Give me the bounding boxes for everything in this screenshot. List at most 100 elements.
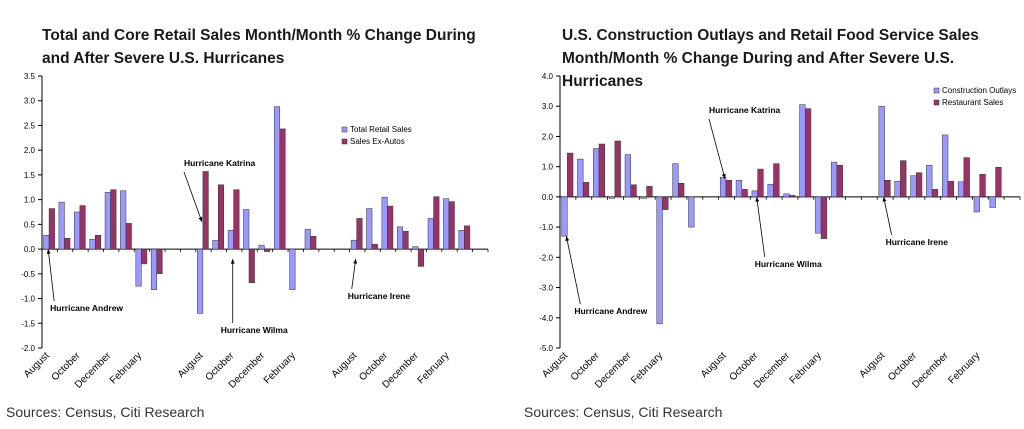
right-annotation-arrow [565, 236, 581, 305]
left-bar-chart: 3.5 3.0 2.5 2.0 1.5 1.0 0.5 0.0 -0.5 -1.0 -1.5 -2.0… [21, 72, 489, 391]
right-bar-s2 [900, 160, 907, 198]
left-bar-s1 [135, 248, 142, 287]
right-chart-title-line2: Month/Month % Change During and After Se… [562, 50, 955, 90]
right-x-tick-label: August [540, 350, 570, 380]
left-annotation-arrow [351, 258, 357, 290]
left-bar-s2 [110, 189, 117, 250]
right-legend-label: Restaurant Sales [942, 98, 1003, 107]
left-bar-s2 [264, 248, 271, 252]
left-y-tick-label: 2.5 [24, 121, 36, 130]
right-bar-s1 [688, 196, 695, 228]
right-annotation-arrowhead [882, 196, 887, 202]
left-bar-s1 [104, 191, 111, 250]
left-x-tick-label: August [22, 350, 52, 380]
left-annotation-arrowhead [353, 258, 358, 264]
left-y-tick-label: -1.0 [21, 295, 35, 304]
right-bar-s2 [789, 195, 796, 198]
left-bar-s1 [458, 230, 465, 250]
left-annotation-arrowhead [46, 249, 51, 254]
left-x-tick-label: February [262, 350, 298, 386]
right-bar-s2 [804, 108, 812, 198]
left-x-tick-label: February [108, 350, 144, 386]
right-bar-s1 [640, 196, 647, 199]
left-bar-s1 [227, 230, 234, 250]
right-chart-panel: U.S. Construction Outlays and Retail Foo… [512, 0, 1024, 429]
left-chart-panel: Total and Core Retail Sales Month/Month … [0, 0, 510, 429]
left-bar-s2 [79, 205, 86, 250]
left-bar-s1 [412, 246, 419, 250]
right-y-tick-label: -1.0 [539, 223, 553, 232]
left-bar-s1 [197, 248, 204, 314]
right-x-tick-label: August [699, 350, 729, 380]
left-bar-s1 [366, 208, 373, 250]
right-bar-s1 [830, 161, 838, 198]
right-bar-s2 [630, 184, 637, 198]
left-legend-label: Sales Ex-Autos [350, 137, 405, 146]
right-bar-s1 [957, 181, 965, 198]
left-y-tick-label: -2.0 [21, 344, 35, 353]
right-bar-s2 [995, 167, 1002, 198]
left-bar-s1 [43, 234, 50, 250]
right-bar-s2 [757, 168, 764, 198]
right-bar-s2 [646, 186, 653, 198]
right-bar-s1 [751, 190, 758, 198]
left-bar-s2 [356, 218, 363, 250]
right-bar-s1 [608, 196, 616, 199]
right-chart-title-line1: U.S. Construction Outlays and Retail Foo… [562, 27, 979, 44]
left-bar-s2 [464, 225, 471, 250]
left-y-tick-label: -0.5 [21, 270, 35, 279]
right-chart-source: Sources: Census, Citi Research [524, 404, 723, 420]
right-x-tick-label: February [629, 350, 665, 386]
right-annotation-label: Hurricane Andrew [574, 306, 647, 316]
left-bar-s2 [387, 205, 394, 250]
right-y-tick-label: 2.0 [542, 132, 554, 141]
right-y-tick-label: -4.0 [539, 314, 553, 323]
left-bar-s1 [397, 226, 404, 250]
right-bar-s1 [926, 164, 933, 198]
right-bar-s1 [894, 180, 901, 198]
right-y-tick-label: 0.0 [542, 193, 554, 202]
right-bar-s1 [989, 196, 996, 208]
right-bar-s2 [725, 180, 732, 198]
right-y-tick-label: -2.0 [539, 253, 553, 262]
left-legend-swatch [341, 126, 348, 133]
right-bar-s2 [741, 189, 748, 198]
left-bar-s1 [212, 239, 219, 250]
right-annotation-label: Hurricane Katrina [709, 105, 781, 115]
right-bar-s1 [767, 183, 774, 198]
left-bar-s1 [74, 211, 81, 250]
left-chart-title: Total and Core Retail Sales Month/Month … [42, 24, 476, 70]
right-bar-s1 [577, 158, 584, 198]
right-bar-chart: 4.03.02.01.00.0-1.0-2.0-3.0-4.0-5.0Augus… [539, 72, 1021, 391]
left-bar-s2 [402, 231, 409, 250]
right-bar-s2 [773, 163, 780, 198]
right-chart-title: U.S. Construction Outlays and Retail Foo… [562, 24, 1024, 93]
right-bar-s1 [910, 175, 917, 198]
left-bar-s2 [125, 223, 132, 250]
left-annotation-arrow [47, 249, 55, 302]
left-bar-s2 [202, 171, 209, 250]
left-annotation-arrowhead [198, 216, 203, 222]
right-annotation-arrow [756, 196, 766, 257]
right-annotation-arrow [708, 118, 726, 179]
right-legend-swatch [933, 87, 940, 94]
right-y-tick-label: -3.0 [539, 284, 553, 293]
right-bar-s2 [614, 140, 621, 198]
left-x-tick-label: August [330, 350, 360, 380]
left-legend-swatch [341, 138, 348, 145]
right-bar-s1 [735, 180, 743, 198]
right-bar-s2 [567, 152, 574, 198]
left-bar-s1 [258, 244, 265, 250]
right-annotation-label: Hurricane Irene [886, 237, 949, 247]
right-x-tick-label: February [788, 350, 824, 386]
left-annotation-label: Hurricane Wilma [221, 325, 288, 335]
right-bar-s1 [815, 196, 822, 234]
right-bar-s1 [878, 105, 885, 198]
left-bar-s2 [141, 248, 148, 265]
left-x-tick-label: February [416, 350, 452, 386]
right-bar-s2 [836, 164, 843, 198]
right-y-tick-label: 3.0 [542, 102, 554, 111]
right-bar-s1 [672, 163, 679, 198]
left-bar-s1 [243, 209, 250, 250]
right-bar-s2 [662, 196, 669, 210]
